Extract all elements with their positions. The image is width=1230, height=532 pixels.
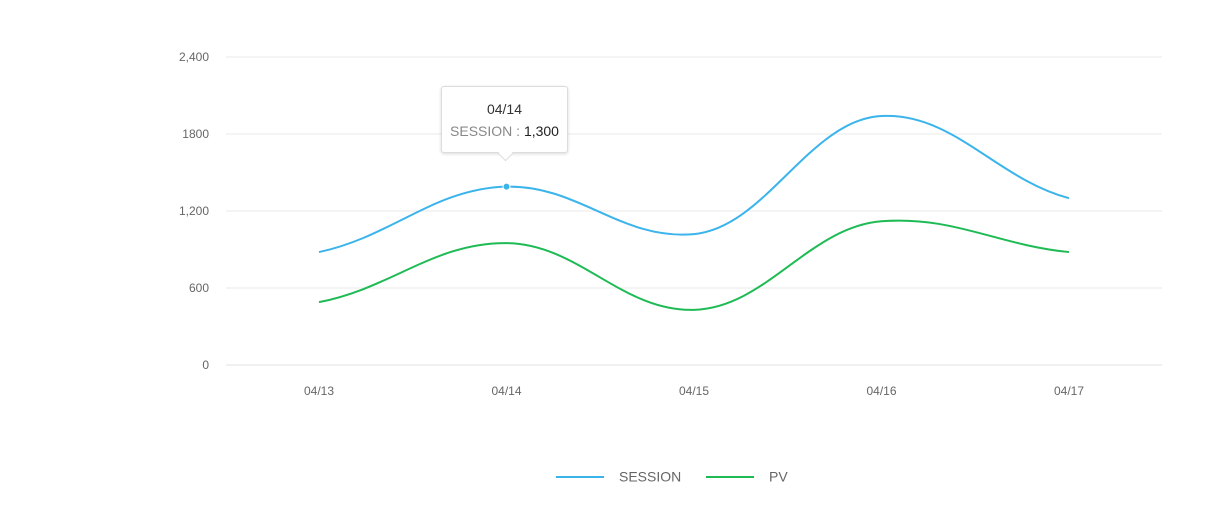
x-tick-label: 04/15 [679,384,709,398]
legend-label: PV [769,469,788,485]
tooltip-separator: : [516,123,521,139]
y-tick-label: 1,200 [179,204,209,218]
y-tick-label: 2,400 [179,50,209,64]
y-tick-label: 1800 [182,127,209,141]
tooltip: 04/14 SESSION : 1,300 [441,86,568,153]
x-tick-label: 04/14 [491,384,521,398]
tooltip-series-name: SESSION [450,123,513,139]
y-axis-ticks: 0 600 1,200 1800 2,400 [179,50,209,372]
series-line-session[interactable] [318,115,1070,254]
series-lines[interactable] [318,115,1070,311]
legend[interactable]: SESSION PV [556,469,788,485]
legend-item-session[interactable]: SESSION [556,469,681,485]
y-tick-label: 600 [189,281,209,295]
x-tick-label: 04/16 [866,384,896,398]
tooltip-title: 04/14 [486,101,523,117]
grid-lines [226,56,1162,366]
series-line-pv[interactable] [318,219,1070,311]
x-axis-ticks: 04/13 04/14 04/15 04/16 04/17 [304,384,1084,398]
x-tick-label: 04/13 [304,384,334,398]
tooltip-value: 1,300 [523,123,559,139]
tooltip-row: SESSION : 1,300 [442,123,567,139]
hover-markers [502,182,511,191]
legend-item-pv[interactable]: PV [706,469,788,485]
x-tick-label: 04/17 [1054,384,1084,398]
y-tick-label: 0 [202,358,209,372]
legend-label: SESSION [619,469,681,485]
hover-point [502,182,511,191]
